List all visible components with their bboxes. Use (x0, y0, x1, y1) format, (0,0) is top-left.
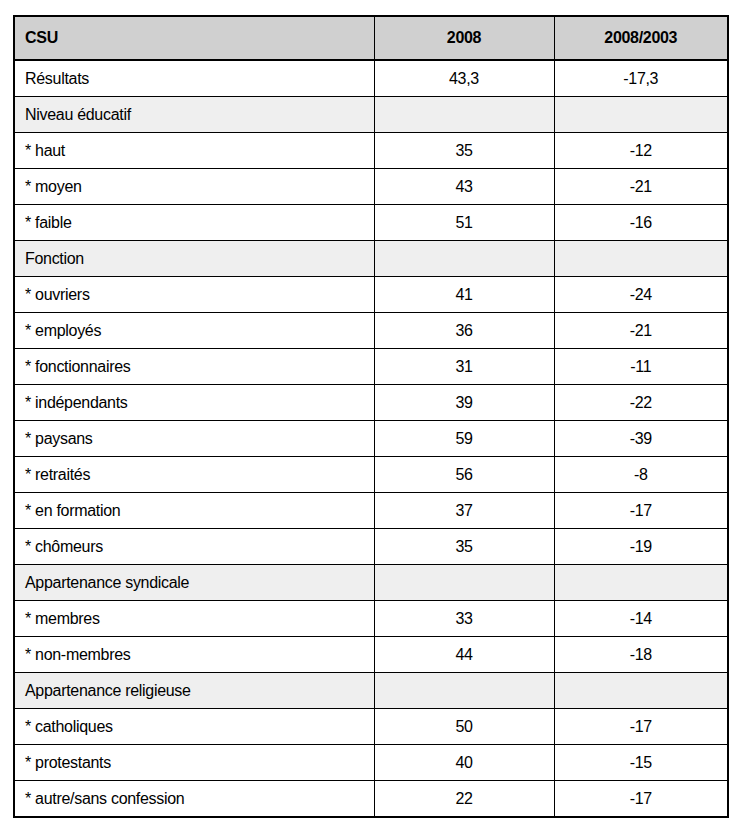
cell-2008-2003: -21 (554, 169, 728, 205)
cell-2008: 37 (374, 493, 554, 529)
cell-2008-2003 (554, 97, 728, 133)
table-row: * moyen 43 -21 (14, 169, 728, 205)
cell-2008: 51 (374, 205, 554, 241)
cell-2008: 31 (374, 349, 554, 385)
row-label: * non-membres (14, 637, 374, 673)
table-row: * non-membres 44 -18 (14, 637, 728, 673)
column-header-2008: 2008 (374, 16, 554, 60)
cell-2008-2003: -18 (554, 637, 728, 673)
table-row: * haut 35 -12 (14, 133, 728, 169)
table-row: * en formation 37 -17 (14, 493, 728, 529)
row-label: Fonction (14, 241, 374, 277)
column-header-2008-2003: 2008/2003 (554, 16, 728, 60)
table-row: * autre/sans confession 22 -17 (14, 781, 728, 818)
document-page: CSU 2008 2008/2003 Résultats 43,3 -17,3 … (0, 0, 729, 818)
row-label: * autre/sans confession (14, 781, 374, 818)
row-label: * fonctionnaires (14, 349, 374, 385)
table-row: * retraités 56 -8 (14, 457, 728, 493)
row-label: * membres (14, 601, 374, 637)
cell-2008-2003 (554, 673, 728, 709)
cell-2008-2003: -17 (554, 493, 728, 529)
cell-2008-2003: -19 (554, 529, 728, 565)
table-row: Appartenance syndicale (14, 565, 728, 601)
cell-2008 (374, 241, 554, 277)
cell-2008-2003: -12 (554, 133, 728, 169)
column-header-csu: CSU (14, 16, 374, 60)
cell-2008: 44 (374, 637, 554, 673)
table-row: Résultats 43,3 -17,3 (14, 60, 728, 97)
row-label: * protestants (14, 745, 374, 781)
cell-2008-2003: -11 (554, 349, 728, 385)
row-label: Appartenance syndicale (14, 565, 374, 601)
table-body: Résultats 43,3 -17,3 Niveau éducatif * h… (14, 60, 728, 817)
table-row: * paysans 59 -39 (14, 421, 728, 457)
cell-2008-2003: -17 (554, 781, 728, 818)
cell-2008: 43,3 (374, 60, 554, 97)
cell-2008-2003: -15 (554, 745, 728, 781)
cell-2008-2003 (554, 241, 728, 277)
cell-2008-2003: -17,3 (554, 60, 728, 97)
table-row: * faible 51 -16 (14, 205, 728, 241)
table-row: * protestants 40 -15 (14, 745, 728, 781)
cell-2008-2003: -14 (554, 601, 728, 637)
cell-2008-2003: -21 (554, 313, 728, 349)
row-label: * en formation (14, 493, 374, 529)
cell-2008-2003: -17 (554, 709, 728, 745)
cell-2008: 35 (374, 133, 554, 169)
table-row: * membres 33 -14 (14, 601, 728, 637)
row-label: Résultats (14, 60, 374, 97)
row-label: * catholiques (14, 709, 374, 745)
cell-2008 (374, 673, 554, 709)
cell-2008-2003: -22 (554, 385, 728, 421)
cell-2008: 59 (374, 421, 554, 457)
row-label: * retraités (14, 457, 374, 493)
table-row: * chômeurs 35 -19 (14, 529, 728, 565)
row-label: * faible (14, 205, 374, 241)
cell-2008 (374, 565, 554, 601)
row-label: * ouvriers (14, 277, 374, 313)
cell-2008-2003: -39 (554, 421, 728, 457)
table-row: * ouvriers 41 -24 (14, 277, 728, 313)
cell-2008: 41 (374, 277, 554, 313)
row-label: * haut (14, 133, 374, 169)
cell-2008: 35 (374, 529, 554, 565)
cell-2008-2003: -24 (554, 277, 728, 313)
table-row: Fonction (14, 241, 728, 277)
table-row: * employés 36 -21 (14, 313, 728, 349)
csu-results-table: CSU 2008 2008/2003 Résultats 43,3 -17,3 … (13, 15, 729, 818)
cell-2008: 22 (374, 781, 554, 818)
row-label: Appartenance religieuse (14, 673, 374, 709)
table-row: Niveau éducatif (14, 97, 728, 133)
cell-2008-2003: -8 (554, 457, 728, 493)
row-label: * indépendants (14, 385, 374, 421)
row-label: * chômeurs (14, 529, 374, 565)
row-label: * employés (14, 313, 374, 349)
table-header-row: CSU 2008 2008/2003 (14, 16, 728, 60)
cell-2008 (374, 97, 554, 133)
cell-2008: 39 (374, 385, 554, 421)
row-label: * moyen (14, 169, 374, 205)
cell-2008: 56 (374, 457, 554, 493)
cell-2008: 40 (374, 745, 554, 781)
cell-2008: 33 (374, 601, 554, 637)
table-row: Appartenance religieuse (14, 673, 728, 709)
row-label: * paysans (14, 421, 374, 457)
cell-2008: 43 (374, 169, 554, 205)
cell-2008-2003: -16 (554, 205, 728, 241)
cell-2008: 36 (374, 313, 554, 349)
table-row: * fonctionnaires 31 -11 (14, 349, 728, 385)
cell-2008: 50 (374, 709, 554, 745)
table-row: * catholiques 50 -17 (14, 709, 728, 745)
cell-2008-2003 (554, 565, 728, 601)
row-label: Niveau éducatif (14, 97, 374, 133)
table-row: * indépendants 39 -22 (14, 385, 728, 421)
